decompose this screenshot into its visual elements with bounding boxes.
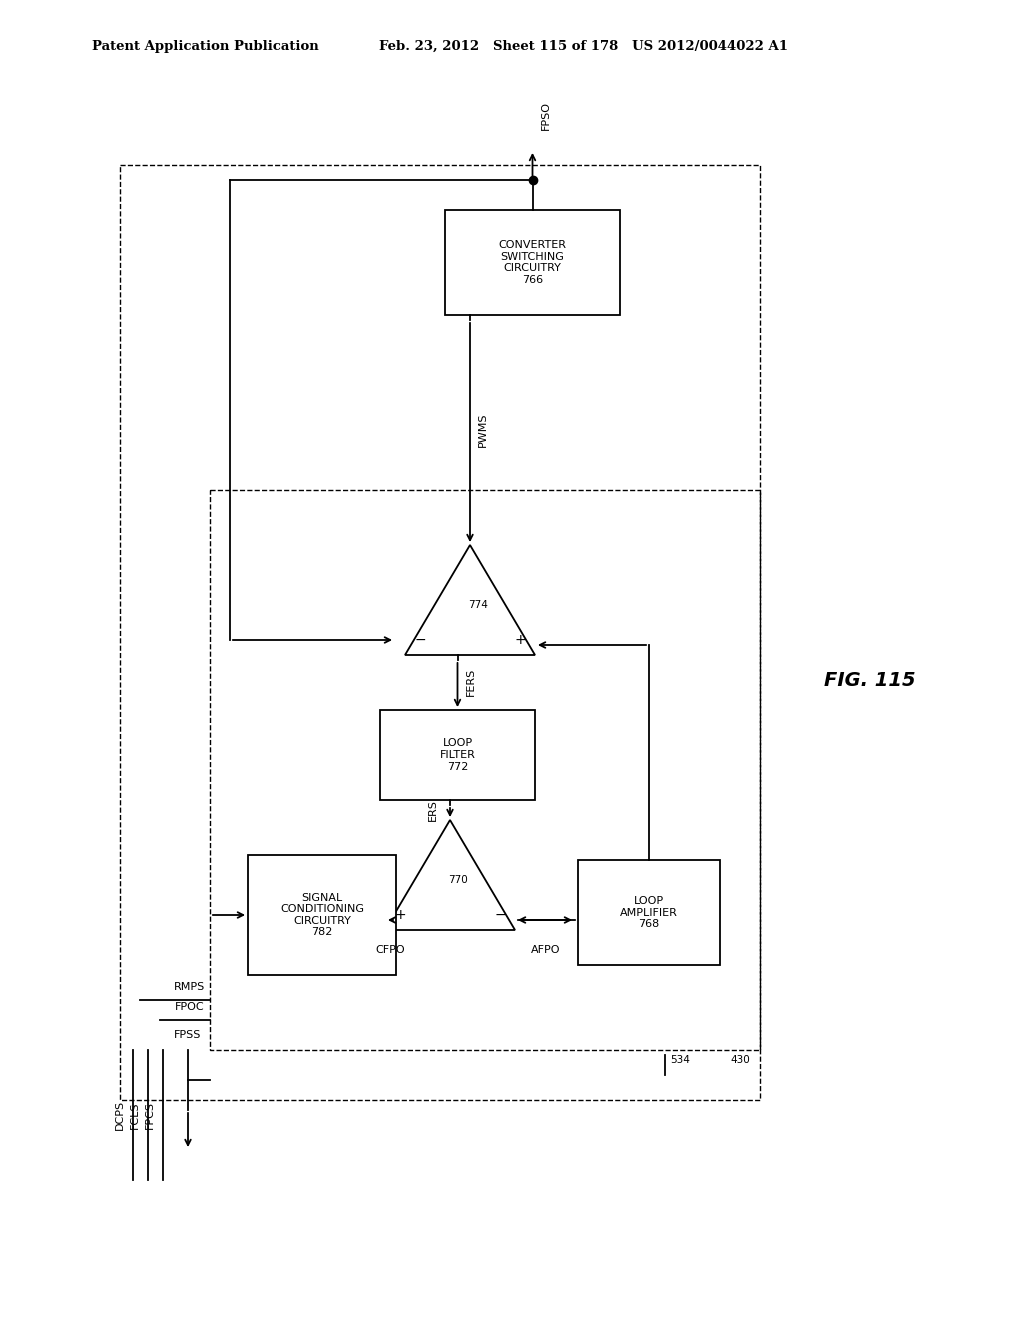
- Text: LOOP
AMPLIFIER
768: LOOP AMPLIFIER 768: [621, 896, 678, 929]
- Text: AFPO: AFPO: [531, 945, 561, 954]
- Bar: [578, 861, 720, 965]
- Bar: [380, 710, 535, 800]
- Text: FPSS: FPSS: [174, 1030, 202, 1040]
- Text: DCPS: DCPS: [115, 1100, 125, 1130]
- Bar: [210, 490, 760, 1049]
- Bar: [445, 210, 620, 315]
- Text: 430: 430: [730, 1055, 750, 1065]
- Text: FPSO: FPSO: [541, 100, 551, 129]
- Text: FERS: FERS: [466, 668, 475, 696]
- Text: Feb. 23, 2012   Sheet 115 of 178   US 2012/0044022 A1: Feb. 23, 2012 Sheet 115 of 178 US 2012/0…: [379, 40, 787, 53]
- Text: FPOC: FPOC: [175, 1002, 205, 1012]
- Text: RMPS: RMPS: [174, 982, 205, 993]
- Text: 534: 534: [670, 1055, 690, 1065]
- Text: ERS: ERS: [428, 799, 438, 821]
- Bar: [248, 855, 396, 975]
- Text: FIG. 115: FIG. 115: [824, 671, 915, 689]
- Text: 770: 770: [449, 875, 468, 884]
- Text: 774: 774: [468, 601, 488, 610]
- Text: Patent Application Publication: Patent Application Publication: [92, 40, 318, 53]
- Text: +: +: [514, 634, 525, 647]
- Text: −: −: [414, 634, 426, 647]
- Text: +: +: [394, 908, 406, 921]
- Text: FCLS: FCLS: [130, 1101, 140, 1129]
- Text: CFPO: CFPO: [375, 945, 404, 954]
- Text: PWMS: PWMS: [478, 413, 488, 447]
- Text: SIGNAL
CONDITIONING
CIRCUITRY
782: SIGNAL CONDITIONING CIRCUITRY 782: [280, 892, 364, 937]
- Text: LOOP
FILTER
772: LOOP FILTER 772: [439, 738, 475, 772]
- Text: −: −: [495, 908, 506, 921]
- Bar: [120, 165, 760, 1100]
- Text: CONVERTER
SWITCHING
CIRCUITRY
766: CONVERTER SWITCHING CIRCUITRY 766: [499, 240, 566, 285]
- Text: FPCS: FPCS: [145, 1101, 155, 1129]
